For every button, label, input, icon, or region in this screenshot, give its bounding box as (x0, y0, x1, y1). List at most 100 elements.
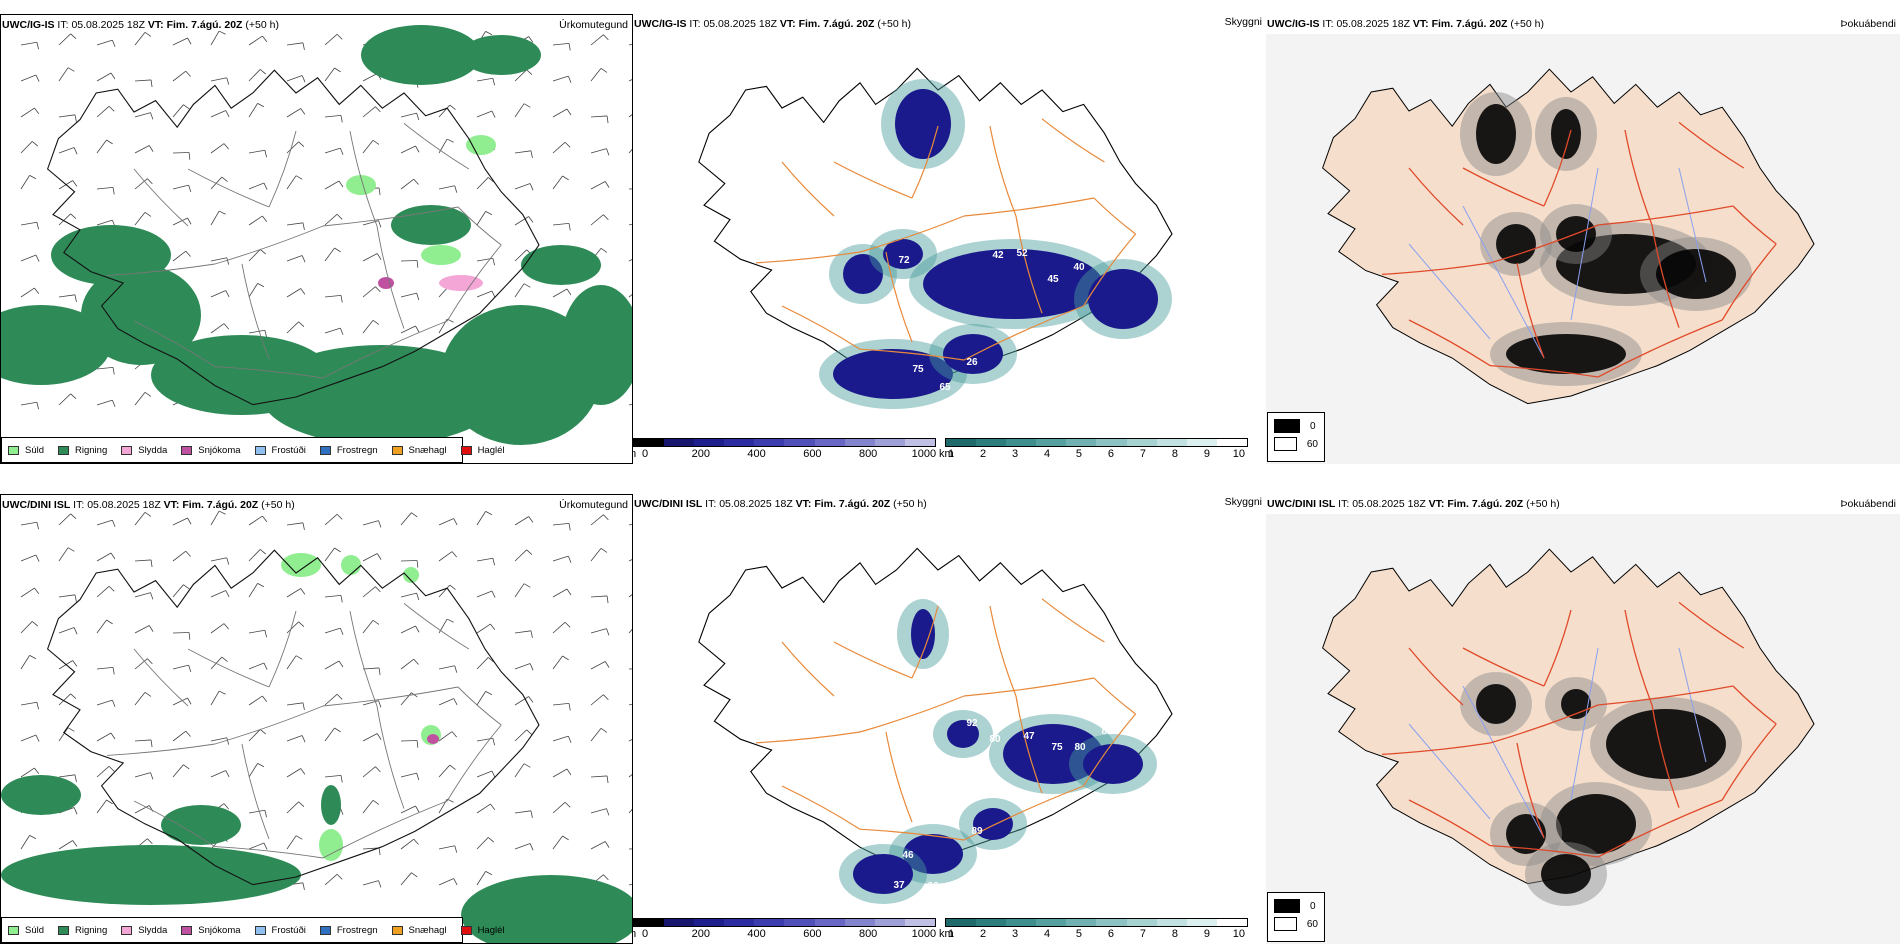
colorbar-tick-label: 5 (1075, 928, 1083, 940)
colorbar-strip (945, 918, 1248, 927)
legend-label: Rigning (75, 924, 108, 936)
ceiling-height-colorbar: m0 200 400 600 800 1000 (633, 918, 936, 941)
colorbar-tick-label: 400 (747, 448, 766, 460)
ceiling-value-label: 80 (1074, 742, 1086, 753)
legend-item: Haglél (460, 924, 505, 936)
legend-item: Súld (8, 445, 44, 456)
legend-label: Snjókoma (198, 444, 241, 456)
panel-corner-label: Þokuábendi (1840, 18, 1896, 30)
legend-swatch (460, 445, 472, 455)
ceiling-height-colorbar: m0 200 400 600 800 1000 (633, 438, 936, 461)
colorbar-tick-label: 8 (1171, 448, 1178, 460)
ceiling-visibility-canvas: 92 80 47 75 80 81 46 37 36 89 (698, 547, 1173, 904)
ceiling-value-label: 72 (898, 255, 910, 266)
legend-label: Snæhagl (408, 924, 447, 936)
ceiling-value-label: 40 (1073, 262, 1085, 273)
colorbar-ticks: 0 200 400 600 800 1000 (633, 927, 936, 941)
legend-swatch (254, 925, 266, 935)
precip-map-canvas (1, 25, 632, 445)
ceiling-visibility-map-dini: UWC/DINI ISL IT: 05.08.2025 18Z VT: Fim.… (633, 494, 1266, 944)
colorbar-tick-label: 600 (803, 448, 822, 460)
fog-legend-label: 0 (1310, 420, 1316, 432)
precip-type-map-igis: UWC/IG-IS IT: 05.08.2025 18Z VT: Fim. 7.… (0, 14, 633, 464)
fog-legend-row: 60 (1274, 435, 1318, 453)
colorbar-tick-label: 6 (1107, 448, 1115, 460)
panel-corner-label: Skyggni (1224, 16, 1262, 28)
colorbar-tick-label: 5 (1075, 448, 1083, 460)
panel-corner-label: Úrkomutegund (559, 499, 628, 511)
legend-item: Frostúði (254, 445, 306, 456)
panel-corner-label: Þokuábendi (1840, 498, 1896, 510)
legend-label: Súld (25, 444, 45, 456)
legend-swatch (121, 925, 133, 935)
panel-header: UWC/IG-IS IT: 05.08.2025 18Z VT: Fim. 7.… (1267, 18, 1544, 30)
colorbar-tick-label: 0 (642, 928, 649, 940)
ceiling-value-label: 52 (1016, 248, 1028, 259)
colorbar-tick-label: 3 (1011, 928, 1019, 940)
panel-header: UWC/DINI ISL IT: 05.08.2025 18Z VT: Fim.… (1267, 498, 1560, 510)
ceiling-value-label: 75 (1051, 742, 1063, 753)
fog-legend-row: 0 (1274, 897, 1318, 915)
ceiling-value-label: 81 (1101, 726, 1113, 737)
colorbar-unit: m (633, 928, 636, 940)
ceiling-value-label: 47 (1023, 731, 1035, 742)
fog-index-legend: 0 60 (1267, 892, 1325, 942)
legend-swatch (254, 445, 266, 455)
colorbar-tick-label: 10 (1232, 448, 1246, 460)
fog-index-canvas (1266, 34, 1900, 464)
legend-label: Súld (25, 924, 45, 936)
legend-label: Haglél (477, 444, 505, 456)
precip-map-canvas (1, 510, 632, 943)
legend-item: Frostregn (319, 444, 378, 456)
fog-index-canvas (1266, 514, 1900, 944)
fog-legend-swatch (1274, 419, 1300, 433)
fog-index-map-dini: UWC/DINI ISL IT: 05.08.2025 18Z VT: Fim.… (1266, 494, 1900, 944)
colorbar-unit: km (939, 448, 954, 460)
legend-swatch (391, 925, 403, 935)
legend-label: Rigning (75, 444, 108, 456)
colorbar-unit: km (939, 928, 954, 940)
fog-legend-row: 60 (1274, 915, 1318, 933)
ceiling-value-label: 42 (992, 250, 1004, 261)
legend-swatch (181, 925, 193, 935)
ceiling-value-label: 36 (927, 881, 939, 892)
fog-legend-swatch (1274, 899, 1300, 913)
colorbar-tick-label: 1000 (911, 448, 937, 460)
colorbar-tick-label: 9 (1203, 448, 1210, 460)
fog-legend-label: 0 (1310, 900, 1316, 912)
panel-header: UWC/IG-IS IT: 05.08.2025 18Z VT: Fim. 7.… (634, 18, 911, 30)
legend-item: Snæhagl (391, 924, 447, 936)
ceiling-value-label: 75 (912, 364, 924, 375)
panel-corner-label: Úrkomutegund (559, 19, 628, 31)
legend-item: Snæhagl (391, 445, 447, 456)
colorbar-tick-label: 200 (691, 928, 711, 940)
legend-swatch (181, 445, 193, 455)
colorbar-tick-label: 7 (1139, 928, 1147, 940)
legend-swatch (391, 445, 403, 455)
colorbar-ticks: 0 200 400 600 800 1000 (633, 447, 936, 461)
legend-label: Frostregn (336, 444, 378, 456)
legend-label: Slydda (138, 444, 168, 456)
precip-type-legend: Súld Rigning Slydda Snjókoma Frostúði Frostre… (1, 917, 505, 943)
visibility-colorbar: km 1 2 3 4 5 6 7 8 9 10 (939, 918, 1248, 941)
legend-label: Haglél (477, 924, 505, 936)
colorbar-tick-label: 9 (1203, 928, 1210, 940)
legend-swatch (319, 445, 331, 455)
ceiling-value-label: 50 (955, 234, 967, 245)
ceiling-value-label: 65 (939, 382, 951, 393)
precip-type-legend: Súld Rigning Slydda Snjókoma Frostúði Frostre… (1, 437, 505, 463)
colorbar-tick-label: 800 (858, 928, 878, 940)
colorbar-tick-label: 2 (979, 928, 987, 940)
fog-legend-row: 0 (1274, 417, 1318, 435)
legend-item: Slydda (121, 925, 167, 936)
legend-swatch (58, 445, 70, 455)
colorbar-tick-label: 3 (1011, 448, 1019, 460)
colorbar-tick-label: 8 (1171, 928, 1178, 940)
legend-item: Rigning (58, 925, 107, 936)
colorbar-unit: m (633, 448, 636, 460)
legend-item: Súld (8, 925, 44, 936)
legend-label: Slydda (138, 924, 168, 936)
legend-item: Frostregn (319, 925, 378, 936)
fog-index-legend: 0 60 (1267, 412, 1325, 462)
legend-swatch (58, 925, 70, 935)
